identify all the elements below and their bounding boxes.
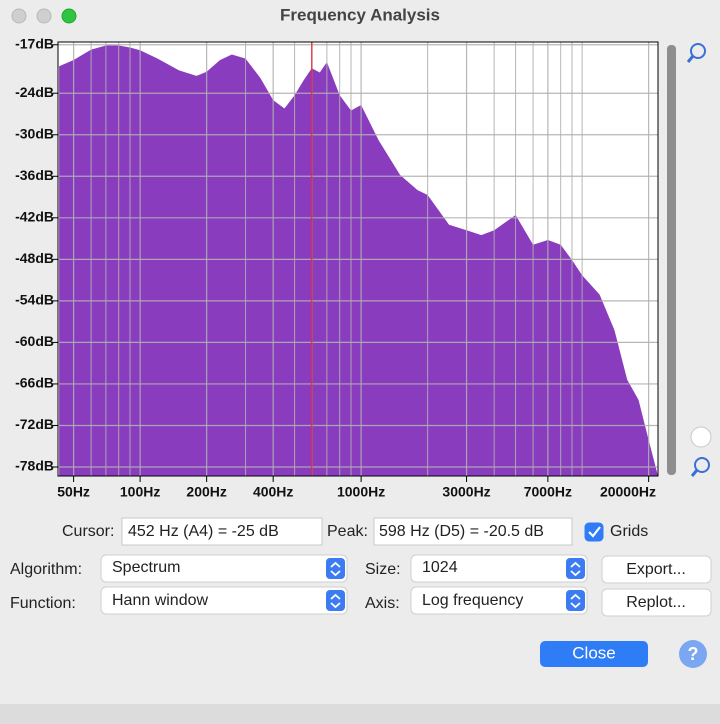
- y-tick-label: -66dB: [15, 375, 54, 391]
- close-label: Close: [572, 643, 615, 662]
- x-tick-label: 50Hz: [57, 484, 90, 500]
- slider-track: [667, 45, 676, 475]
- zoom-light[interactable]: [61, 8, 77, 24]
- replot-button[interactable]: [601, 588, 712, 617]
- export-button[interactable]: [601, 555, 712, 584]
- checkbox-check: [588, 526, 601, 538]
- y-tick-label: -42dB: [15, 209, 54, 225]
- function-label: Function:: [10, 595, 76, 612]
- axis-value: Log frequency: [422, 592, 523, 609]
- window-title: Frequency Analysis: [280, 5, 440, 24]
- y-tick-label: -48dB: [15, 250, 54, 266]
- replot-label: Replot...: [626, 594, 686, 611]
- algorithm-popup[interactable]: [100, 554, 348, 583]
- size-popup[interactable]: [410, 554, 588, 583]
- peak-field: [373, 517, 573, 546]
- x-tick-label: 3000Hz: [442, 484, 490, 500]
- x-tick-label: 7000Hz: [524, 484, 572, 500]
- y-tick-label: -17dB: [15, 35, 54, 51]
- cursor-label: Cursor:: [62, 523, 114, 540]
- y-tick-label: -36dB: [15, 167, 54, 183]
- x-tick-label: 100Hz: [120, 484, 160, 500]
- help-label: ?: [688, 644, 699, 664]
- x-tick-label: 1000Hz: [337, 484, 385, 500]
- peak-value: 598 Hz (D5) = -20.5 dB: [379, 523, 544, 540]
- close-button[interactable]: [540, 641, 648, 667]
- cursor-field: [121, 517, 323, 546]
- zoom-out-icon[interactable]: [694, 457, 710, 473]
- axis-popup[interactable]: [410, 586, 588, 615]
- zoom-out-handle: [690, 469, 699, 477]
- x-tick-label: 400Hz: [253, 484, 293, 500]
- help-button[interactable]: [679, 640, 707, 668]
- function-value: Hann window: [112, 592, 209, 609]
- size-value: 1024: [422, 559, 458, 576]
- y-tick-label: -54dB: [15, 292, 54, 308]
- algorithm-label: Algorithm:: [10, 561, 82, 578]
- status-bar: [0, 704, 720, 724]
- size-label: Size:: [365, 561, 401, 578]
- y-tick-label: -30dB: [15, 125, 54, 141]
- grids-label: Grids: [610, 523, 648, 540]
- slider-knob[interactable]: [690, 426, 712, 448]
- minimize-light[interactable]: [36, 8, 52, 24]
- grids-checkbox[interactable]: [584, 522, 604, 542]
- cursor-value: 452 Hz (A4) = -25 dB: [128, 523, 279, 540]
- function-popup[interactable]: [100, 586, 348, 615]
- axis-label: Axis:: [365, 595, 400, 612]
- y-tick-label: -78dB: [15, 458, 54, 474]
- y-tick-label: -72dB: [15, 416, 54, 432]
- popup-steppers: [326, 558, 585, 611]
- checkbox-box: [584, 522, 604, 542]
- algorithm-value: Spectrum: [112, 559, 180, 576]
- y-tick-label: -24dB: [15, 84, 54, 100]
- spectrum-area: [59, 45, 658, 476]
- y-tick-label: -60dB: [15, 333, 54, 349]
- close-light[interactable]: [11, 8, 27, 24]
- x-tick-label: 20000Hz: [600, 484, 656, 500]
- zoom-in-icon[interactable]: [690, 43, 706, 59]
- spectrum-plot: 50Hz 100Hz 200Hz 400Hz 1000Hz 3000Hz 7000Hz 200…: [15, 35, 659, 500]
- zoom-in-handle: [686, 55, 695, 63]
- export-label: Export...: [626, 561, 686, 578]
- plot-frame: [57, 41, 659, 477]
- x-tick-label: 200Hz: [186, 484, 226, 500]
- peak-label: Peak:: [327, 523, 368, 540]
